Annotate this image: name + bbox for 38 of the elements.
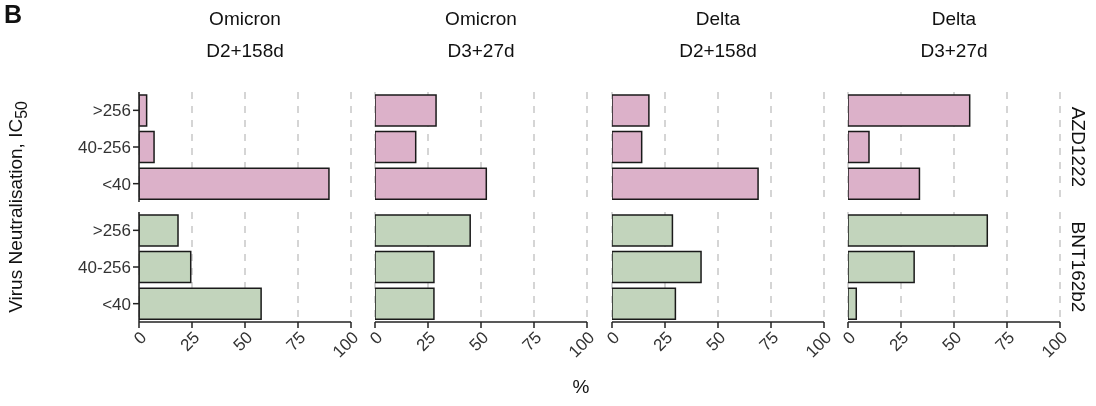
x-tick-label: 25 <box>649 327 677 355</box>
y-tick-label: 40-256 <box>78 138 131 158</box>
chart-title: Omicron <box>445 8 517 30</box>
x-tick-label: 25 <box>412 327 440 355</box>
x-tick-label: 0 <box>366 327 387 349</box>
x-tick-label: 25 <box>885 327 913 355</box>
x-tick-label: 100 <box>564 327 599 362</box>
x-tick-label: 100 <box>328 327 363 362</box>
y-tick-label: 40-256 <box>78 258 131 278</box>
y-tick-label: <40 <box>102 174 131 194</box>
text: B <box>4 0 23 29</box>
x-tick-label: 75 <box>518 327 546 355</box>
x-tick-label: 50 <box>938 327 966 355</box>
y-tick-label: >256 <box>92 221 131 241</box>
x-tick-label: 100 <box>801 327 836 362</box>
x-tick-label: 100 <box>1037 327 1072 362</box>
chart-subtitle: D2+158d <box>206 40 284 62</box>
x-tick-label: 0 <box>130 327 151 349</box>
x-tick-label: 0 <box>839 327 860 349</box>
x-tick-label: 0 <box>603 327 624 349</box>
y2-axis-title: AZD1222 <box>1067 106 1089 188</box>
x-tick-label: 50 <box>465 327 493 355</box>
chart-title: Omicron <box>209 8 281 30</box>
chart-subtitle: D3+27d <box>920 40 988 62</box>
chart-title: Delta <box>695 8 741 30</box>
y-tick-label: <40 <box>102 294 131 314</box>
x-tick-label: 75 <box>755 327 783 355</box>
x-tick-label: 50 <box>702 327 730 355</box>
x-tick-label: 75 <box>991 327 1019 355</box>
y2-axis-title: BNT162b2 <box>1067 221 1089 313</box>
chart-title: Delta <box>931 8 977 30</box>
y-tick-label: >256 <box>92 101 131 121</box>
x-tick-label: 50 <box>229 327 257 355</box>
x-tick-label: 25 <box>176 327 204 355</box>
x-tick-label: 75 <box>282 327 310 355</box>
chart-subtitle: D3+27d <box>447 40 515 62</box>
chart-subtitle: D2+158d <box>679 40 757 62</box>
x-axis-title: % <box>572 376 590 398</box>
